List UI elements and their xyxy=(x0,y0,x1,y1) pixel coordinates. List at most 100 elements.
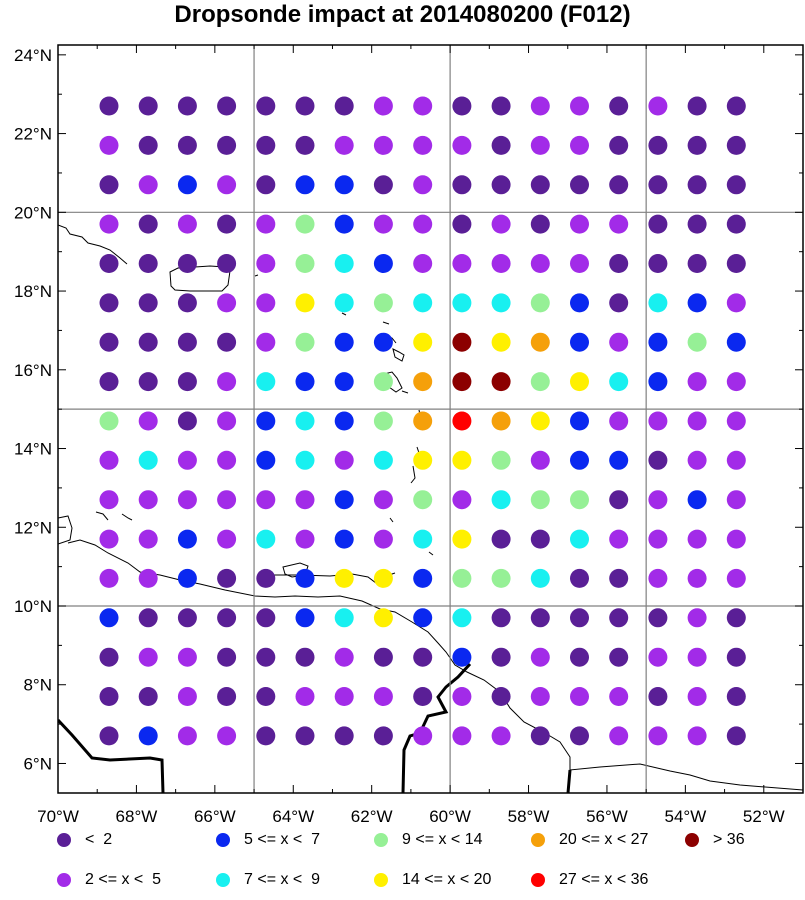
impact-dot xyxy=(687,726,707,746)
impact-dot xyxy=(609,135,629,155)
impact-dot xyxy=(217,529,237,549)
impact-dot xyxy=(570,687,589,706)
impact-dot xyxy=(177,96,197,116)
impact-dot xyxy=(295,568,315,588)
impact-dot xyxy=(373,293,393,313)
impact-dot xyxy=(648,490,668,510)
impact-dot xyxy=(452,372,472,392)
legend-entry: 14 <= x < 20 xyxy=(374,869,491,891)
impact-dot xyxy=(177,135,197,155)
x-tick-label: 68°W xyxy=(116,807,158,826)
impact-dot xyxy=(177,687,197,706)
y-axis-labels: 24°N 22°N 20°N 18°N 16°N 14°N 12°N 10°N 8°N 6°N xyxy=(14,46,52,774)
impact-dot xyxy=(217,175,237,195)
impact-dot xyxy=(570,332,589,352)
impact-dot xyxy=(177,372,197,392)
impact-dot xyxy=(609,332,629,352)
impact-dot xyxy=(452,96,472,116)
impact-dot xyxy=(570,608,589,628)
coastline-abc-islands xyxy=(95,511,133,521)
legend-label: 27 <= x < 36 xyxy=(559,871,649,888)
legend-label: > 36 xyxy=(713,831,745,848)
impact-dot xyxy=(570,411,589,431)
impact-dot xyxy=(413,529,433,549)
y-tick-label: 14°N xyxy=(14,440,52,459)
impact-dot xyxy=(726,254,746,273)
impact-dot xyxy=(177,254,197,273)
impact-dot xyxy=(138,411,158,431)
impact-dot xyxy=(413,135,433,155)
impact-dot xyxy=(217,608,237,628)
impact-dot xyxy=(491,490,511,510)
impact-dot xyxy=(334,411,354,431)
impact-dot xyxy=(530,372,550,392)
impact-dot xyxy=(295,293,315,313)
legend-entry: 7 <= x < 9 xyxy=(216,869,320,891)
impact-dot xyxy=(99,175,119,195)
impact-dot xyxy=(726,450,746,470)
impact-dot xyxy=(256,608,276,628)
legend-swatch xyxy=(374,873,388,887)
impact-dot xyxy=(413,254,433,273)
impact-dot xyxy=(687,529,707,549)
impact-dot xyxy=(256,687,276,706)
impact-dot xyxy=(648,726,668,746)
impact-dot xyxy=(99,450,119,470)
impact-dot xyxy=(530,450,550,470)
impact-dot xyxy=(726,96,746,116)
impact-dot xyxy=(413,411,433,431)
impact-dot xyxy=(373,608,393,628)
y-tick-label: 16°N xyxy=(14,361,52,380)
x-tick-label: 52°W xyxy=(743,807,785,826)
x-tick-label: 66°W xyxy=(194,807,236,826)
impact-dot xyxy=(726,490,746,510)
impact-dot xyxy=(648,647,668,667)
impact-dot xyxy=(373,490,393,510)
impact-dot xyxy=(687,332,707,352)
impact-dot xyxy=(177,726,197,746)
impact-dot xyxy=(452,687,472,706)
impact-dot xyxy=(491,529,511,549)
impact-dot xyxy=(295,372,315,392)
y-tick-label: 18°N xyxy=(14,282,52,301)
impact-dot xyxy=(570,135,589,155)
impact-dot xyxy=(609,372,629,392)
impact-dot xyxy=(217,135,237,155)
impact-dot xyxy=(726,214,746,234)
impact-dot xyxy=(726,647,746,667)
impact-dot xyxy=(726,372,746,392)
impact-dot xyxy=(373,647,393,667)
impact-dot xyxy=(256,175,276,195)
impact-dot xyxy=(491,214,511,234)
impact-dot xyxy=(334,450,354,470)
impact-dot xyxy=(530,293,550,313)
impact-dot xyxy=(217,647,237,667)
impact-dot xyxy=(334,214,354,234)
impact-dot xyxy=(99,332,119,352)
impact-dot xyxy=(334,529,354,549)
impact-dot xyxy=(726,411,746,431)
x-tick-label: 64°W xyxy=(272,807,314,826)
impact-dot xyxy=(99,608,119,628)
impact-dot xyxy=(217,687,237,706)
y-tick-label: 6°N xyxy=(23,754,52,773)
impact-dot xyxy=(373,135,393,155)
impact-dot xyxy=(491,332,511,352)
legend-swatch xyxy=(57,873,71,887)
legend-label: 14 <= x < 20 xyxy=(402,871,492,888)
legend-swatch xyxy=(57,833,71,847)
impact-dot xyxy=(177,529,197,549)
impact-dot xyxy=(570,175,589,195)
impact-dot xyxy=(609,529,629,549)
impact-dot xyxy=(687,135,707,155)
impact-dot xyxy=(217,450,237,470)
impact-dot xyxy=(138,726,158,746)
impact-dot xyxy=(413,726,433,746)
impact-dot xyxy=(609,726,629,746)
impact-dot xyxy=(373,411,393,431)
impact-dot xyxy=(413,372,433,392)
impact-dot xyxy=(687,175,707,195)
impact-dot xyxy=(334,490,354,510)
legend-entry: < 2 xyxy=(57,829,112,851)
impact-dot xyxy=(687,96,707,116)
